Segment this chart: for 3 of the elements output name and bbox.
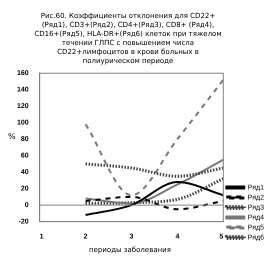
- y-axis-title: %: [8, 132, 16, 141]
- line-series: [84, 181, 224, 216]
- line-series: [84, 177, 224, 205]
